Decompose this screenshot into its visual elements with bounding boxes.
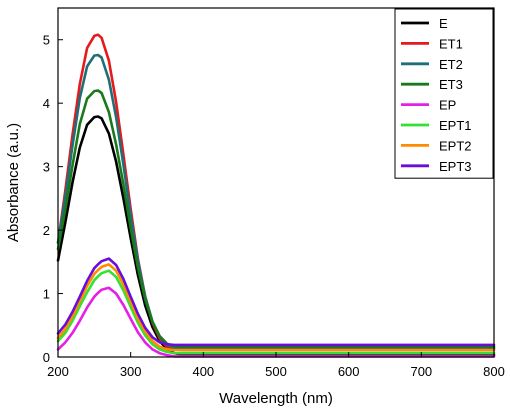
legend-label-ept3: EPT3 <box>439 159 472 174</box>
x-axis-title: Wavelength (nm) <box>219 390 333 407</box>
x-tick-label: 500 <box>265 364 287 379</box>
x-tick-label: 400 <box>192 364 214 379</box>
legend-label-e: E <box>439 16 448 31</box>
legend-label-et2: ET2 <box>439 57 463 72</box>
x-tick-label: 600 <box>338 364 360 379</box>
series-line-et3 <box>56 89 496 349</box>
series-line-ept2 <box>56 263 496 352</box>
y-tick-label: 2 <box>43 223 50 238</box>
legend: E ET1 ET2 ET3 EP EPT1 EPT2 EPT3 <box>394 8 494 179</box>
y-tick-label: 0 <box>43 350 50 365</box>
legend-label-ept1: EPT1 <box>439 118 472 133</box>
y-tick-label: 4 <box>43 96 50 111</box>
x-tick-label: 700 <box>410 364 432 379</box>
ticks-layer: 200 300 400 500 600 700 800 0 1 2 3 4 5 <box>43 33 505 379</box>
legend-label-et3: ET3 <box>439 77 463 92</box>
legend-box <box>394 8 494 179</box>
x-tick-label: 200 <box>47 364 69 379</box>
x-tick-label: 800 <box>483 364 505 379</box>
y-tick-label: 5 <box>43 33 50 48</box>
x-tick-label: 300 <box>120 364 142 379</box>
legend-label-ept2: EPT2 <box>439 138 472 153</box>
y-tick-label: 1 <box>43 287 50 302</box>
legend-label-ep: EP <box>439 98 456 113</box>
legend-label-et1: ET1 <box>439 36 463 51</box>
y-tick-label: 3 <box>43 160 50 175</box>
series-layer <box>56 33 496 358</box>
series-line-ept1 <box>56 269 496 355</box>
series-line-ept3 <box>56 257 496 347</box>
y-axis-title: Absorbance (a.u.) <box>5 123 22 242</box>
